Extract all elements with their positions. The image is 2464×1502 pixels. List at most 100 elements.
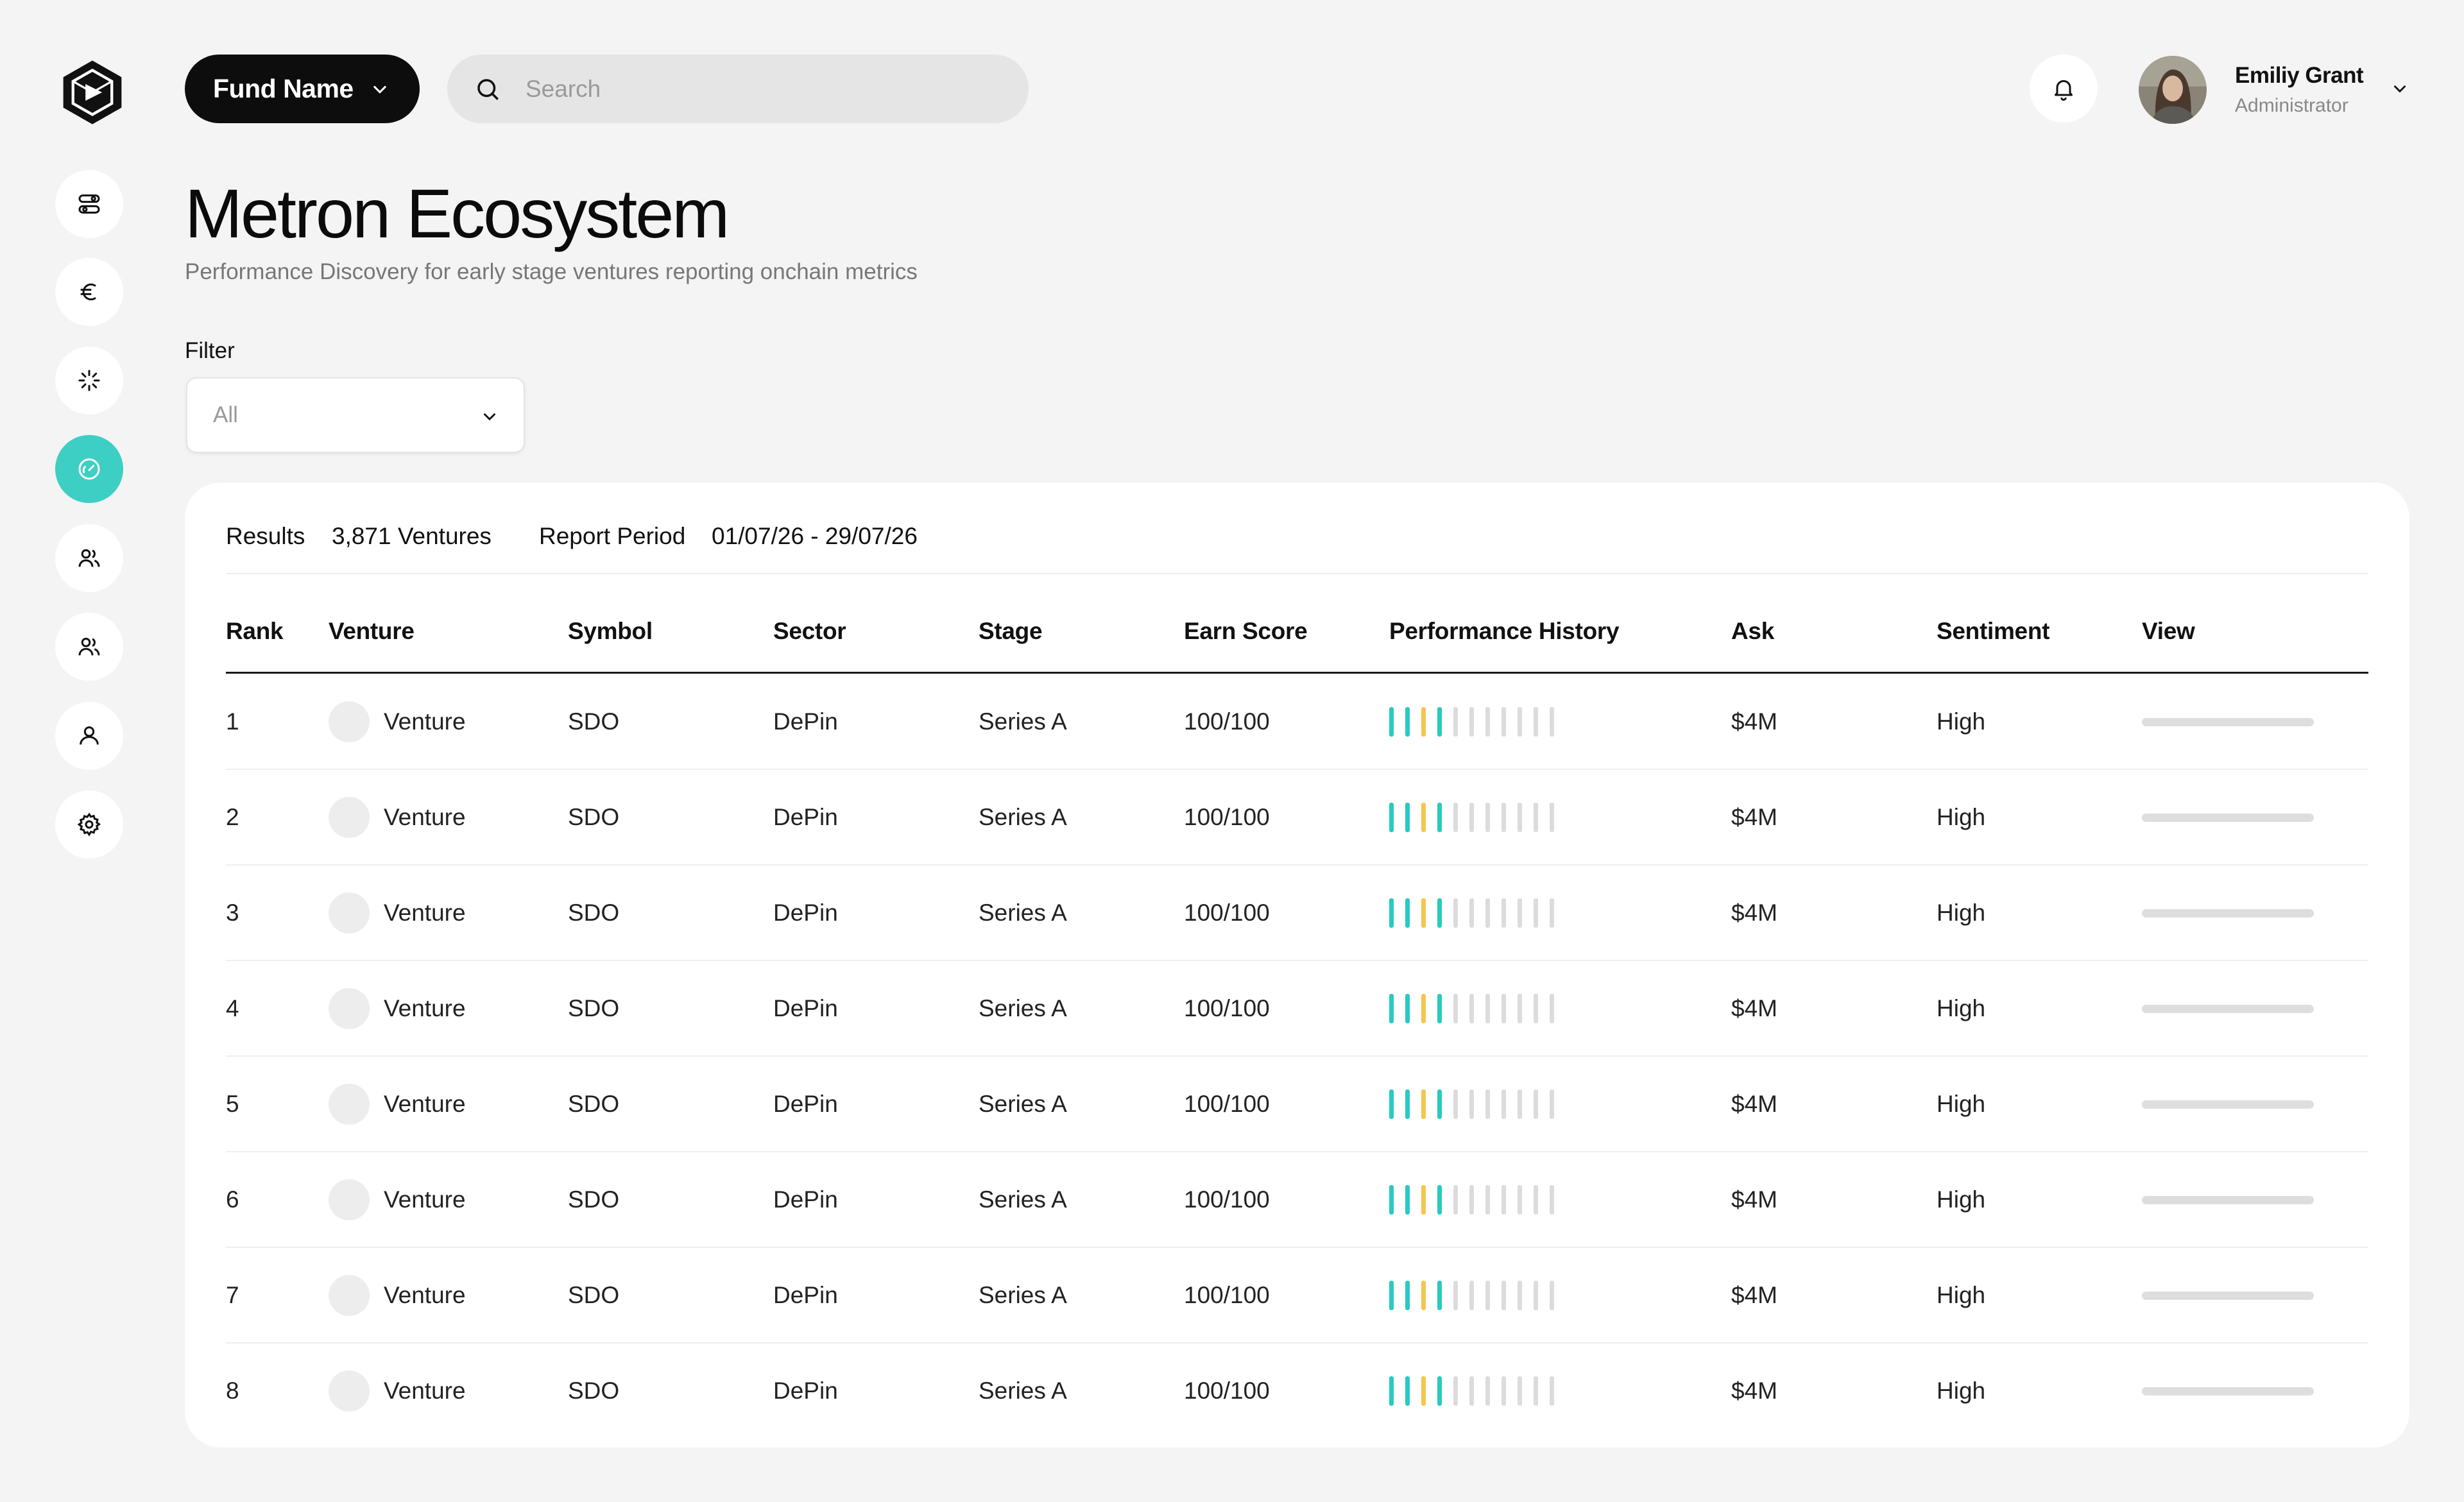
column-header-earn-score[interactable]: Earn Score <box>1184 618 1308 644</box>
venture-cell[interactable]: Venture <box>329 1248 466 1343</box>
view-cell[interactable] <box>2142 866 2314 960</box>
euro-icon <box>80 283 96 301</box>
column-header-sentiment[interactable]: Sentiment <box>1937 618 2050 644</box>
view-cell[interactable] <box>2142 770 2314 865</box>
rank-cell: 3 <box>226 900 239 926</box>
sidebar-item-users-2[interactable] <box>55 613 123 681</box>
earn-score-cell: 100/100 <box>1184 1378 1270 1404</box>
performance-history-cell <box>1389 674 1554 769</box>
table-row[interactable]: 7 Venture SDO DePin Series A 100/100 $4M High <box>226 1248 2368 1344</box>
symbol-cell: SDO <box>568 1186 620 1213</box>
app-logo[interactable] <box>58 58 127 127</box>
column-header-sector[interactable]: Sector <box>773 618 846 644</box>
view-button-placeholder[interactable] <box>2142 813 2314 822</box>
view-cell[interactable] <box>2142 1344 2314 1438</box>
column-header-stage[interactable]: Stage <box>979 618 1043 644</box>
table-row[interactable]: 8 Venture SDO DePin Series A 100/100 $4M High <box>226 1344 2368 1439</box>
venture-name: Venture <box>384 1186 466 1213</box>
history-bar-empty <box>1469 707 1474 737</box>
view-button-placeholder[interactable] <box>2142 1004 2314 1013</box>
history-bar-empty <box>1534 1185 1538 1215</box>
venture-logo-placeholder <box>329 1275 370 1316</box>
sentiment-cell: High <box>1937 995 1986 1021</box>
table-row[interactable]: 4 Venture SDO DePin Series A 100/100 $4M High <box>226 961 2368 1057</box>
stage-cell: Series A <box>979 1186 1067 1213</box>
history-bar-empty <box>1550 1376 1554 1406</box>
venture-cell[interactable]: Venture <box>329 1152 466 1247</box>
sidebar-item-user[interactable] <box>55 702 123 770</box>
history-bar-empty <box>1485 994 1490 1023</box>
sidebar-item-users[interactable] <box>55 524 123 592</box>
notifications-button[interactable] <box>2030 55 2098 123</box>
column-header-rank[interactable]: Rank <box>226 618 284 644</box>
view-button-placeholder[interactable] <box>2142 1387 2314 1395</box>
column-header-ask[interactable]: Ask <box>1731 618 1774 644</box>
view-cell[interactable] <box>2142 1057 2314 1152</box>
column-header-view[interactable]: View <box>2142 618 2195 644</box>
search-input[interactable] <box>526 75 911 103</box>
avatar[interactable] <box>2139 56 2207 124</box>
earn-score-cell: 100/100 <box>1184 995 1270 1021</box>
sidebar-item-euro[interactable] <box>55 258 123 326</box>
history-bar-empty <box>1502 1185 1506 1215</box>
column-header-performance-history[interactable]: Performance History <box>1389 618 1620 644</box>
history-bar-empty <box>1518 1376 1522 1406</box>
view-cell[interactable] <box>2142 674 2314 769</box>
sidebar-item-sparkle[interactable] <box>55 346 123 414</box>
view-button-placeholder[interactable] <box>2142 1100 2314 1109</box>
history-bar-empty <box>1502 803 1506 832</box>
view-cell[interactable] <box>2142 1248 2314 1343</box>
search-bar[interactable] <box>447 55 1029 123</box>
history-bar-empty <box>1469 1376 1474 1406</box>
summary-divider <box>226 573 2368 574</box>
venture-name: Venture <box>384 1091 466 1117</box>
venture-cell[interactable]: Venture <box>329 961 466 1056</box>
chevron-down-icon[interactable] <box>2391 80 2408 97</box>
venture-logo-placeholder <box>329 1370 370 1412</box>
history-bar-teal <box>1437 803 1442 832</box>
history-bar-teal <box>1389 1376 1394 1406</box>
venture-cell[interactable]: Venture <box>329 866 466 960</box>
filter-select[interactable]: All <box>186 377 525 453</box>
venture-name: Venture <box>384 900 466 926</box>
view-cell[interactable] <box>2142 961 2314 1056</box>
venture-cell[interactable]: Venture <box>329 1344 466 1438</box>
table-row[interactable]: 5 Venture SDO DePin Series A 100/100 $4M High <box>226 1057 2368 1152</box>
filter-label: Filter <box>185 338 235 363</box>
sidebar-item-toggles[interactable] <box>55 170 123 238</box>
sentiment-cell: High <box>1937 1186 1986 1213</box>
history-bar-empty <box>1518 898 1522 928</box>
history-bar-teal <box>1405 898 1410 928</box>
history-bar-empty <box>1534 1376 1538 1406</box>
venture-cell[interactable]: Venture <box>329 1057 466 1152</box>
toggles-icon <box>78 194 100 214</box>
stage-cell: Series A <box>979 1282 1067 1308</box>
venture-cell[interactable]: Venture <box>329 674 466 769</box>
history-bar-teal <box>1389 994 1394 1023</box>
table-row[interactable]: 1 Venture SDO DePin Series A 100/100 $4M High <box>226 674 2368 770</box>
table-row[interactable]: 6 Venture SDO DePin Series A 100/100 $4M High <box>226 1152 2368 1248</box>
history-bar-teal <box>1405 1281 1410 1310</box>
table-row[interactable]: 2 Venture SDO DePin Series A 100/100 $4M High <box>226 770 2368 866</box>
user-name[interactable]: Emiliy Grant <box>2235 63 2364 88</box>
fund-selector-button[interactable]: Fund Name <box>185 55 420 123</box>
performance-history-bars <box>1389 994 1554 1023</box>
symbol-cell: SDO <box>568 708 620 735</box>
fund-selector-label: Fund Name <box>213 74 354 103</box>
view-button-placeholder[interactable] <box>2142 717 2314 726</box>
history-bar-empty <box>1469 994 1474 1023</box>
view-button-placeholder[interactable] <box>2142 909 2314 917</box>
history-bar-empty <box>1502 1089 1506 1119</box>
venture-cell[interactable]: Venture <box>329 770 466 865</box>
results-value: 3,871 Ventures <box>332 523 492 549</box>
sidebar-item-gauge[interactable] <box>55 435 123 503</box>
page-title: Metron Ecosystem <box>185 175 730 252</box>
column-header-venture[interactable]: Venture <box>329 618 415 644</box>
view-cell[interactable] <box>2142 1152 2314 1247</box>
table-row[interactable]: 3 Venture SDO DePin Series A 100/100 $4M High <box>226 866 2368 961</box>
column-header-symbol[interactable]: Symbol <box>568 618 653 644</box>
view-button-placeholder[interactable] <box>2142 1195 2314 1204</box>
view-button-placeholder[interactable] <box>2142 1291 2314 1300</box>
sidebar-item-settings[interactable] <box>55 790 123 858</box>
history-bar-empty <box>1502 707 1506 737</box>
